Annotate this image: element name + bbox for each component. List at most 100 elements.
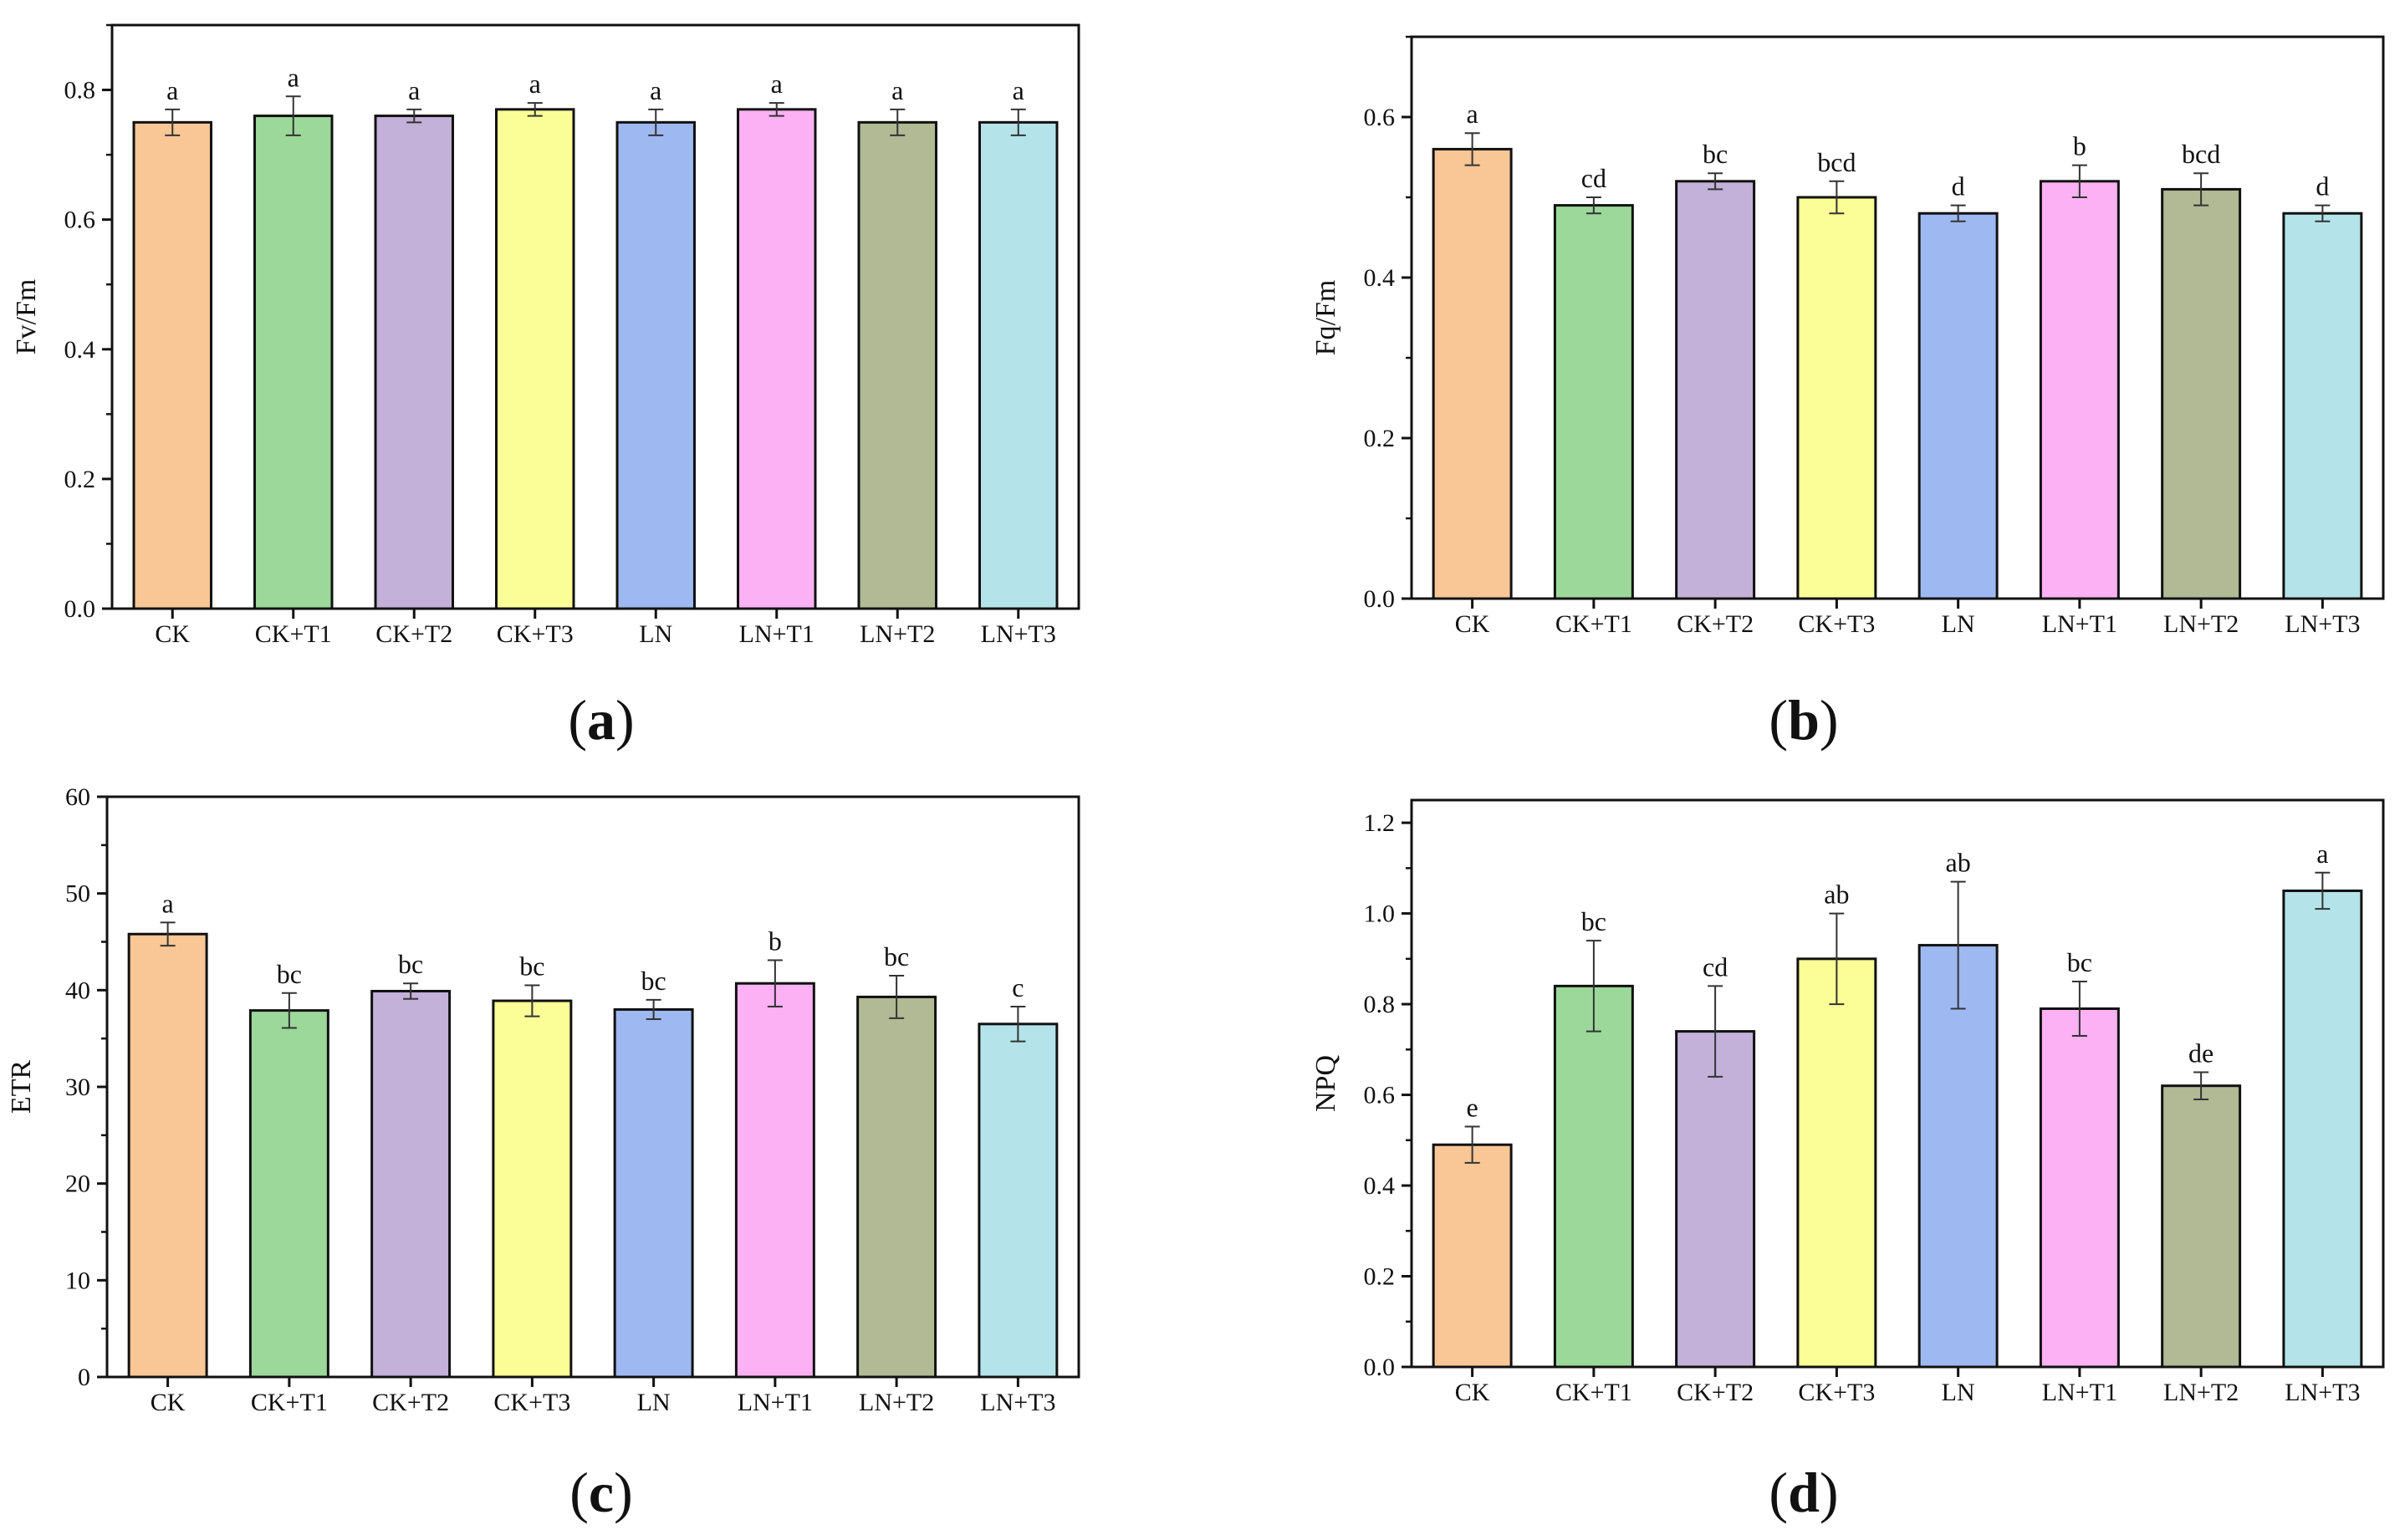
x-tick-label: LN+T3 (980, 1389, 1055, 1416)
significance-letter: bc (1581, 906, 1606, 936)
panel-label-a: (a) (568, 688, 635, 752)
x-tick-label: LN+T3 (2285, 1379, 2360, 1406)
x-tick-label: CK (1455, 1379, 1490, 1406)
x-tick-label: LN+T3 (981, 620, 1056, 648)
y-tick-label: 50 (65, 880, 90, 908)
y-tick-label: 0.4 (1364, 1172, 1396, 1200)
x-tick-label: CK+T1 (1555, 610, 1632, 638)
significance-letter: a (408, 75, 420, 105)
x-tick-label: LN+T2 (859, 1389, 934, 1416)
x-tick-label: CK+T3 (1798, 1379, 1875, 1406)
significance-letter: d (2316, 171, 2329, 201)
bar-CK+T1 (253, 115, 334, 610)
y-tick-label: 1.2 (1364, 809, 1396, 837)
x-tick-label: CK+T3 (497, 620, 574, 648)
y-tick-label: 0.4 (1364, 264, 1396, 292)
y-tick-label: 0.0 (1364, 585, 1396, 613)
significance-letter: a (288, 62, 299, 92)
significance-letter: e (1467, 1093, 1478, 1123)
x-tick-label: CK+T1 (255, 620, 332, 648)
y-tick-label: 0.8 (64, 77, 96, 105)
x-tick-label: LN+T1 (738, 1389, 813, 1416)
significance-letter: a (162, 888, 174, 918)
x-tick-label: CK+T2 (1677, 610, 1754, 638)
bar-LN+T1 (2039, 1007, 2120, 1369)
y-tick-label: 0.0 (1364, 1354, 1396, 1381)
bar-CK (1432, 147, 1513, 600)
plot-frame (1410, 798, 2385, 1369)
significance-letter: bc (641, 966, 666, 996)
y-tick-label: 0 (78, 1364, 90, 1391)
significance-letter: ab (1946, 848, 1971, 878)
significance-letter: de (2188, 1038, 2214, 1068)
x-tick-label: LN+T1 (2042, 610, 2117, 638)
x-tick-label: CK+T3 (493, 1389, 570, 1416)
axes: 0 10 20 30 40 50 60 CK CK+T1 CK+T2 CK+T3 LN LN+T1 LN+… (65, 783, 1080, 1416)
significance-letter: a (771, 69, 783, 99)
y-tick-label: 10 (65, 1267, 90, 1294)
x-tick-label: CK+T1 (251, 1389, 328, 1416)
y-tick-label: 0.6 (1364, 104, 1396, 131)
plot-frame (110, 23, 1080, 610)
significance-letter: bcd (2182, 139, 2220, 169)
chart-panel-c: 0 10 20 30 40 50 60 CK CK+T1 CK+T2 CK+T3 LN LN+T1 LN+… (0, 770, 1202, 1540)
significance-letter: a (1467, 99, 1478, 129)
x-tick-label: LN (637, 1389, 671, 1416)
y-tick-label: 1.0 (1364, 900, 1396, 928)
axes: 0.0 0.2 0.4 0.6 0.8 CK CK+T1 CK+T2 CK+T3 LN LN+T1 L… (64, 23, 1080, 648)
bar-LN+T3 (2282, 889, 2363, 1369)
significance-letter: a (891, 75, 903, 105)
bar-CK+T3 (492, 999, 573, 1379)
bar-CK (127, 932, 208, 1379)
y-tick-label: 0.4 (64, 336, 96, 364)
significance-letter: bc (1703, 139, 1728, 169)
bar-CK+T3 (1796, 957, 1877, 1369)
significance-letter: c (1012, 972, 1024, 1002)
bar-LN+T1 (737, 108, 817, 610)
x-tick-label: CK+T3 (1798, 610, 1875, 638)
bar-LN+T1 (734, 982, 815, 1379)
significance-letter: bc (519, 951, 544, 982)
x-tick-label: LN (1942, 610, 1975, 638)
x-tick-label: CK (1455, 610, 1490, 638)
y-tick-label: 0.8 (1364, 991, 1396, 1018)
significance-letter: cd (1703, 951, 1728, 982)
y-tick-label: 0.0 (64, 595, 96, 623)
x-tick-label: LN+T2 (860, 620, 935, 648)
bars: a bc bc bc bc b bc c (127, 888, 1059, 1379)
y-axis-label: ETR (6, 1060, 37, 1114)
chart-panel-b: 0.0 0.2 0.4 0.6 CK CK+T1 CK+T2 CK+T3 LN LN+T1 LN+T… (1202, 0, 2405, 770)
bar-LN+T3 (978, 120, 1059, 610)
chart-panel-d: 0.0 0.2 0.4 0.6 0.8 1.0 1.2 CK CK+T1 CK+T2 CK+T3 LN… (1202, 770, 2405, 1540)
x-tick-label: LN+T1 (739, 620, 814, 648)
chart-d-svg: 0.0 0.2 0.4 0.6 0.8 1.0 1.2 CK CK+T1 CK+T2 CK+T3 LN… (1310, 798, 2385, 1406)
bar-CK+T3 (495, 108, 575, 610)
chart-b-svg: 0.0 0.2 0.4 0.6 CK CK+T1 CK+T2 CK+T3 LN LN+T1 LN+T… (1310, 35, 2385, 638)
chart-a-svg: 0.0 0.2 0.4 0.6 0.8 CK CK+T1 CK+T2 CK+T3 LN LN+T1 L… (11, 23, 1080, 648)
bar-CK (132, 120, 212, 610)
y-tick-label: 0.2 (64, 466, 96, 493)
chart-c-svg: 0 10 20 30 40 50 60 CK CK+T1 CK+T2 CK+T3 LN LN+T1 LN+… (6, 783, 1080, 1416)
bar-CK+T1 (248, 1009, 329, 1379)
significance-letter: bc (398, 949, 423, 979)
y-axis-label: Fv/Fm (11, 279, 42, 355)
chart-panel-a: 0.0 0.2 0.4 0.6 0.8 CK CK+T1 CK+T2 CK+T3 LN LN+T1 L… (0, 0, 1202, 770)
x-tick-label: CK+T2 (375, 620, 452, 648)
y-axis-label: Fq/Fm (1310, 280, 1341, 356)
significance-letter: a (529, 69, 541, 99)
bar-CK+T1 (1553, 204, 1634, 600)
bar-CK+T2 (370, 989, 452, 1379)
x-tick-label: LN+T1 (2042, 1379, 2117, 1406)
y-tick-label: 30 (65, 1073, 90, 1101)
bar-CK+T2 (1675, 180, 1756, 600)
bar-LN (615, 120, 696, 610)
bar-CK+T1 (1553, 984, 1634, 1369)
bar-LN+T2 (856, 995, 937, 1379)
bar-LN+T3 (978, 1022, 1059, 1379)
x-tick-label: LN+T2 (2163, 1379, 2239, 1406)
y-tick-label: 20 (65, 1170, 90, 1198)
bar-LN (613, 1007, 694, 1379)
y-tick-label: 60 (65, 783, 90, 811)
y-tick-label: 40 (65, 977, 90, 1004)
